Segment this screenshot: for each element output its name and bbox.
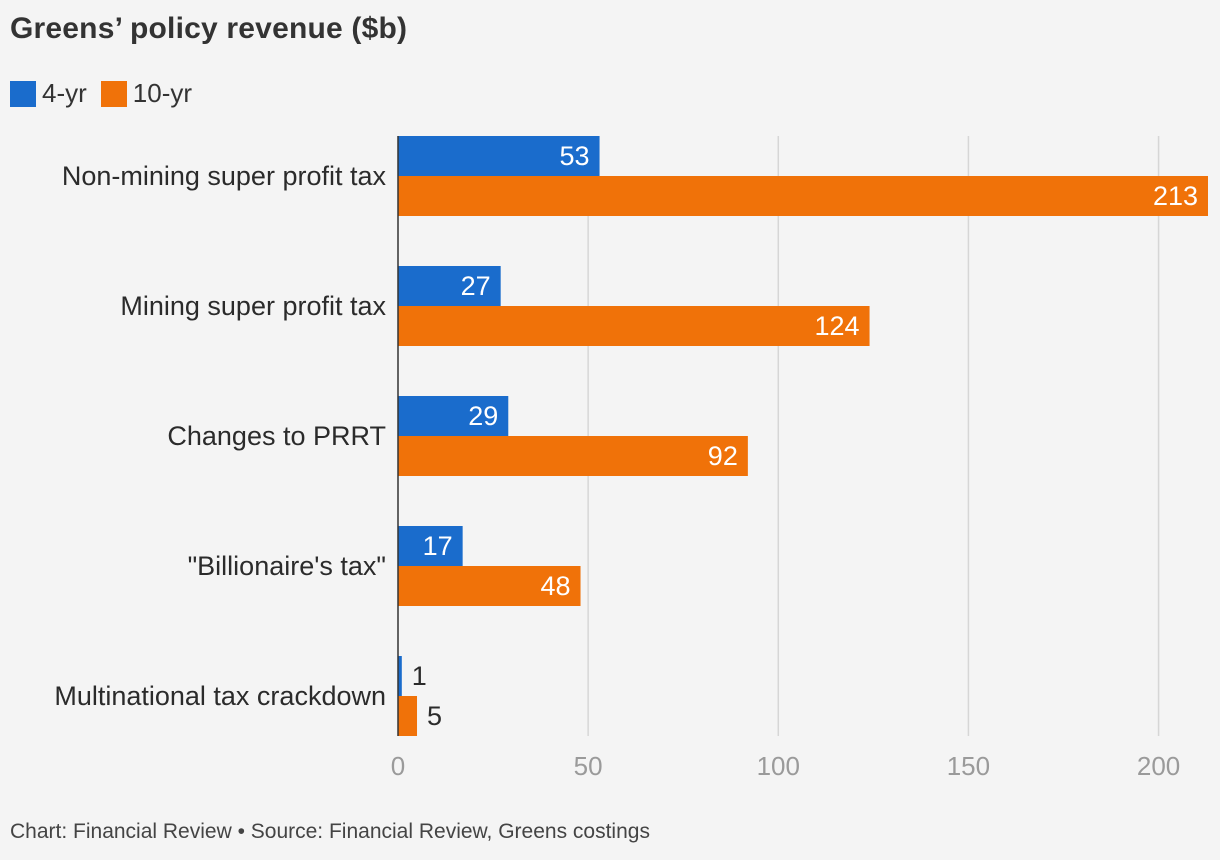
bar-chart: 0 50 100 150 200 Non-mining super profit tax 5… xyxy=(54,136,1208,781)
bar xyxy=(398,656,402,696)
data-label: 124 xyxy=(814,311,859,341)
category-label: Changes to PRRT xyxy=(167,421,386,451)
category-label: Non-mining super profit tax xyxy=(62,161,387,191)
data-label: 92 xyxy=(708,441,738,471)
data-label: 5 xyxy=(427,701,442,731)
data-label: 17 xyxy=(423,531,453,561)
data-label: 1 xyxy=(412,661,427,691)
legend-swatch-10yr xyxy=(100,80,127,107)
legend: 4-yr 10-yr xyxy=(10,78,206,109)
bar xyxy=(398,566,581,606)
category-label: Multinational tax crackdown xyxy=(54,681,386,711)
bar xyxy=(398,396,509,436)
legend-item-10yr: 10-yr xyxy=(100,78,193,109)
bar xyxy=(398,306,870,346)
x-tick-label: 150 xyxy=(947,751,990,781)
data-label: 27 xyxy=(461,271,491,301)
x-tick-label: 200 xyxy=(1137,751,1180,781)
x-tick-label: 100 xyxy=(757,751,800,781)
category-label: "Billionaire's tax" xyxy=(188,551,386,581)
bar xyxy=(398,136,600,176)
category-label: Mining super profit tax xyxy=(120,291,386,321)
data-label: 53 xyxy=(560,141,590,171)
data-label: 213 xyxy=(1153,181,1198,211)
legend-swatch-4yr xyxy=(10,80,36,107)
x-tick-label: 0 xyxy=(391,751,405,781)
legend-label-10yr: 10-yr xyxy=(132,78,193,108)
bar xyxy=(398,266,501,306)
bar xyxy=(398,696,418,736)
data-label: 48 xyxy=(540,571,570,601)
data-label: 29 xyxy=(468,401,498,431)
bar xyxy=(398,436,748,476)
x-tick-label: 50 xyxy=(574,751,603,781)
chart-footer: Chart: Financial Review • Source: Financ… xyxy=(10,820,650,843)
legend-label-4yr: 4-yr xyxy=(42,78,87,108)
bar xyxy=(398,526,463,566)
chart-title: Greens’ policy revenue ($b) xyxy=(10,12,408,45)
legend-item-4yr: 4-yr xyxy=(10,78,87,109)
bar xyxy=(398,176,1208,216)
